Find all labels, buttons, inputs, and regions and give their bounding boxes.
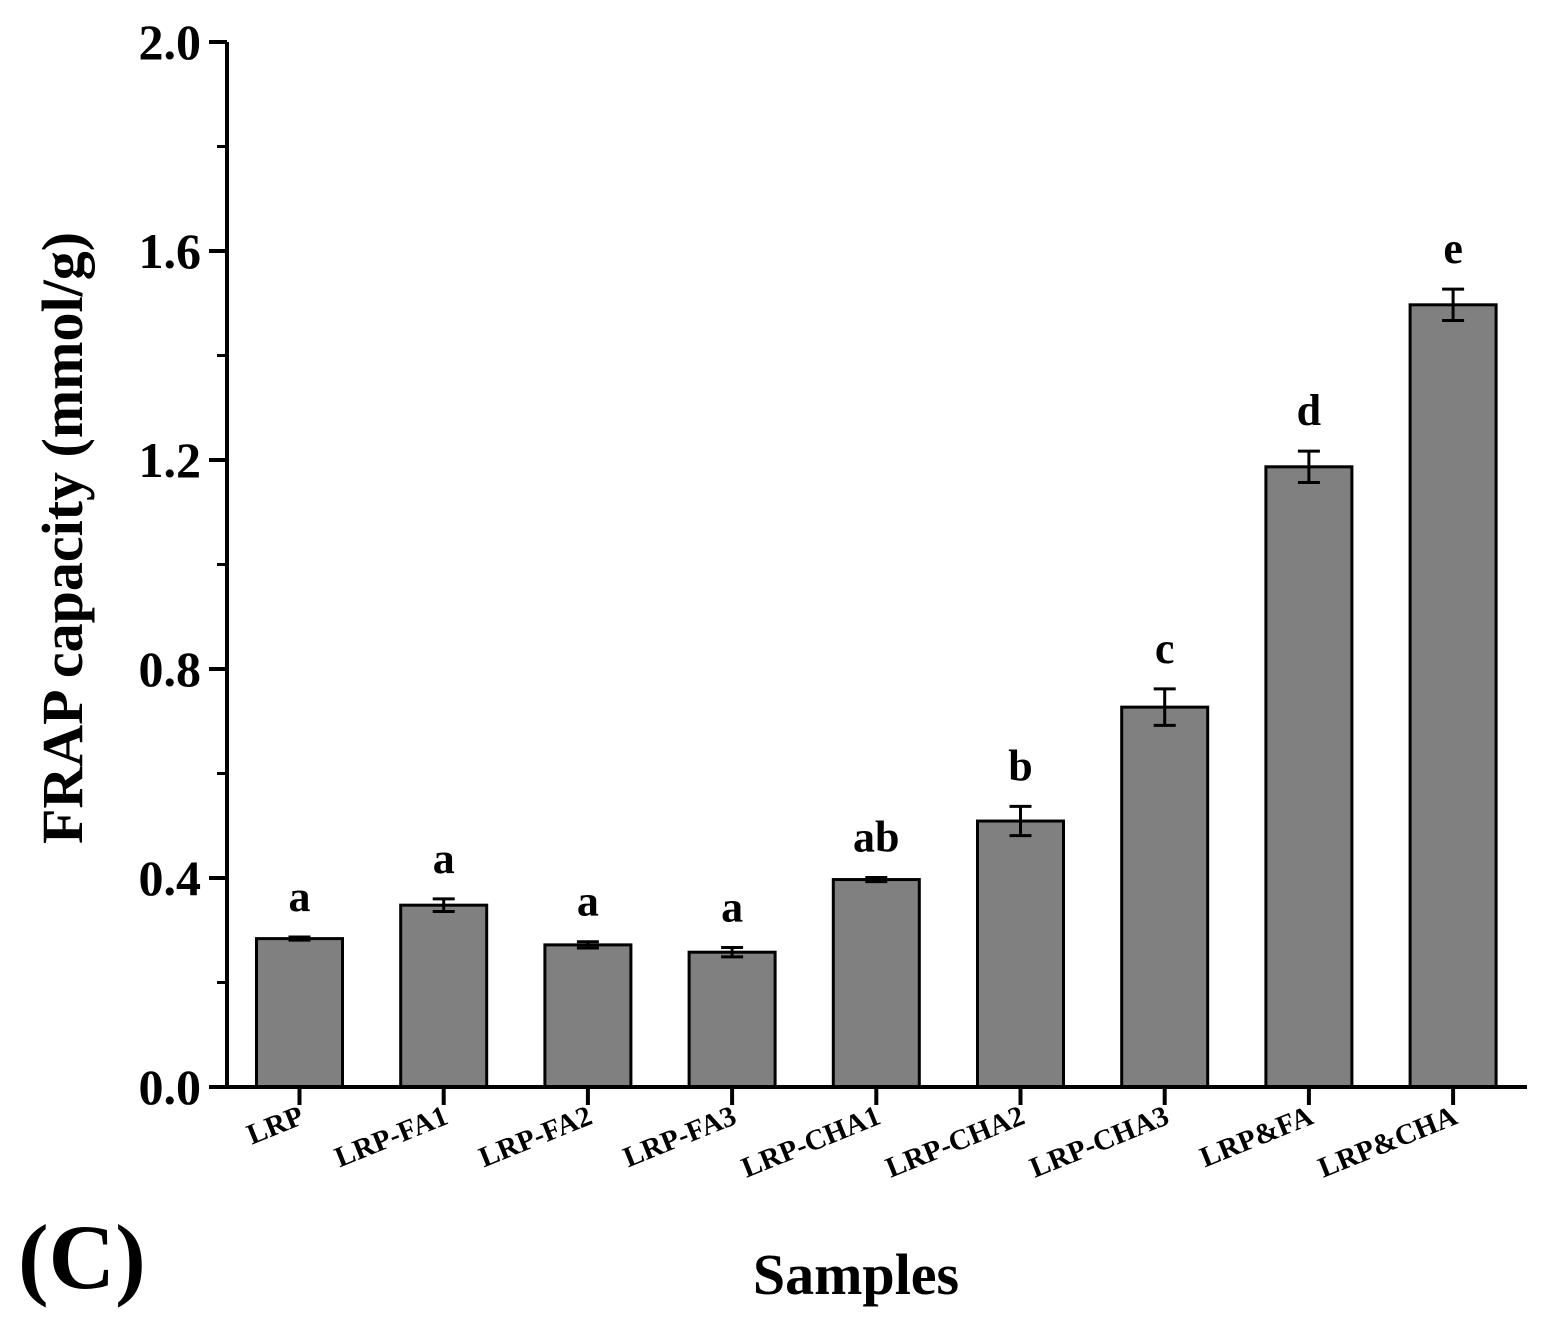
- x-tick-label: LRP&FA: [1196, 1100, 1318, 1174]
- y-tick-label: 1.6: [139, 223, 202, 279]
- bar: [255, 937, 344, 1089]
- x-tick-label: LRP-CHA3: [1025, 1100, 1173, 1185]
- significance-label: c: [1155, 624, 1175, 673]
- bar: [543, 943, 633, 1089]
- y-tick-label: 1.2: [139, 432, 202, 488]
- significance-label: ab: [853, 812, 899, 861]
- significance-label: e: [1443, 224, 1463, 273]
- y-tick-label: 2.0: [139, 14, 202, 70]
- y-tick-label: 0.0: [139, 1059, 202, 1115]
- significance-label: a: [577, 877, 599, 926]
- significance-label: a: [433, 834, 455, 883]
- error-bar: [288, 935, 311, 942]
- bar: [976, 819, 1065, 1089]
- panel-label: (C): [18, 1206, 146, 1308]
- y-axis-ticks: 0.0 0.4 0.8 1.2 1.6 2.0: [139, 14, 227, 1115]
- error-bar: [1297, 449, 1320, 484]
- error-bar: [721, 945, 744, 959]
- x-tick-label: LRP: [242, 1100, 308, 1151]
- significance-label: b: [1008, 741, 1032, 790]
- significance-label: a: [721, 882, 743, 931]
- y-tick-label: 0.4: [139, 850, 202, 906]
- error-bar: [865, 875, 888, 884]
- significance-label: d: [1297, 386, 1321, 435]
- error-bar: [576, 940, 599, 950]
- x-tick-label: LRP-CHA2: [881, 1100, 1029, 1185]
- x-tick-label: LRP-FA1: [330, 1100, 452, 1174]
- significance-label: a: [289, 872, 311, 921]
- bar: [1408, 303, 1498, 1089]
- x-axis-title: Samples: [753, 1242, 959, 1307]
- x-tick-label: LRP-FA2: [475, 1100, 597, 1174]
- bar: [399, 903, 489, 1089]
- y-tick-label: 0.8: [139, 641, 202, 697]
- error-bar: [1009, 804, 1032, 838]
- x-axis-ticks: LRP LRP-FA1 LRP-FA2 LRP-FA3LRP-CHA1LRP-CHA2…: [242, 1087, 1462, 1185]
- bar: [1264, 465, 1354, 1089]
- x-tick-label: LRP&CHA: [1314, 1100, 1462, 1185]
- x-tick-label: LRP-FA3: [619, 1100, 741, 1174]
- error-bar: [1442, 287, 1465, 322]
- error-bar: [1153, 687, 1176, 727]
- bar: [831, 878, 921, 1089]
- bars: a a a a ab b c d e: [255, 224, 1498, 1089]
- x-tick-label: LRP-CHA1: [737, 1100, 885, 1185]
- bar: [687, 950, 777, 1089]
- y-axis-title: FRAP capacity (mmol/g): [30, 232, 95, 844]
- error-bar: [432, 897, 455, 913]
- bar: [1120, 705, 1210, 1089]
